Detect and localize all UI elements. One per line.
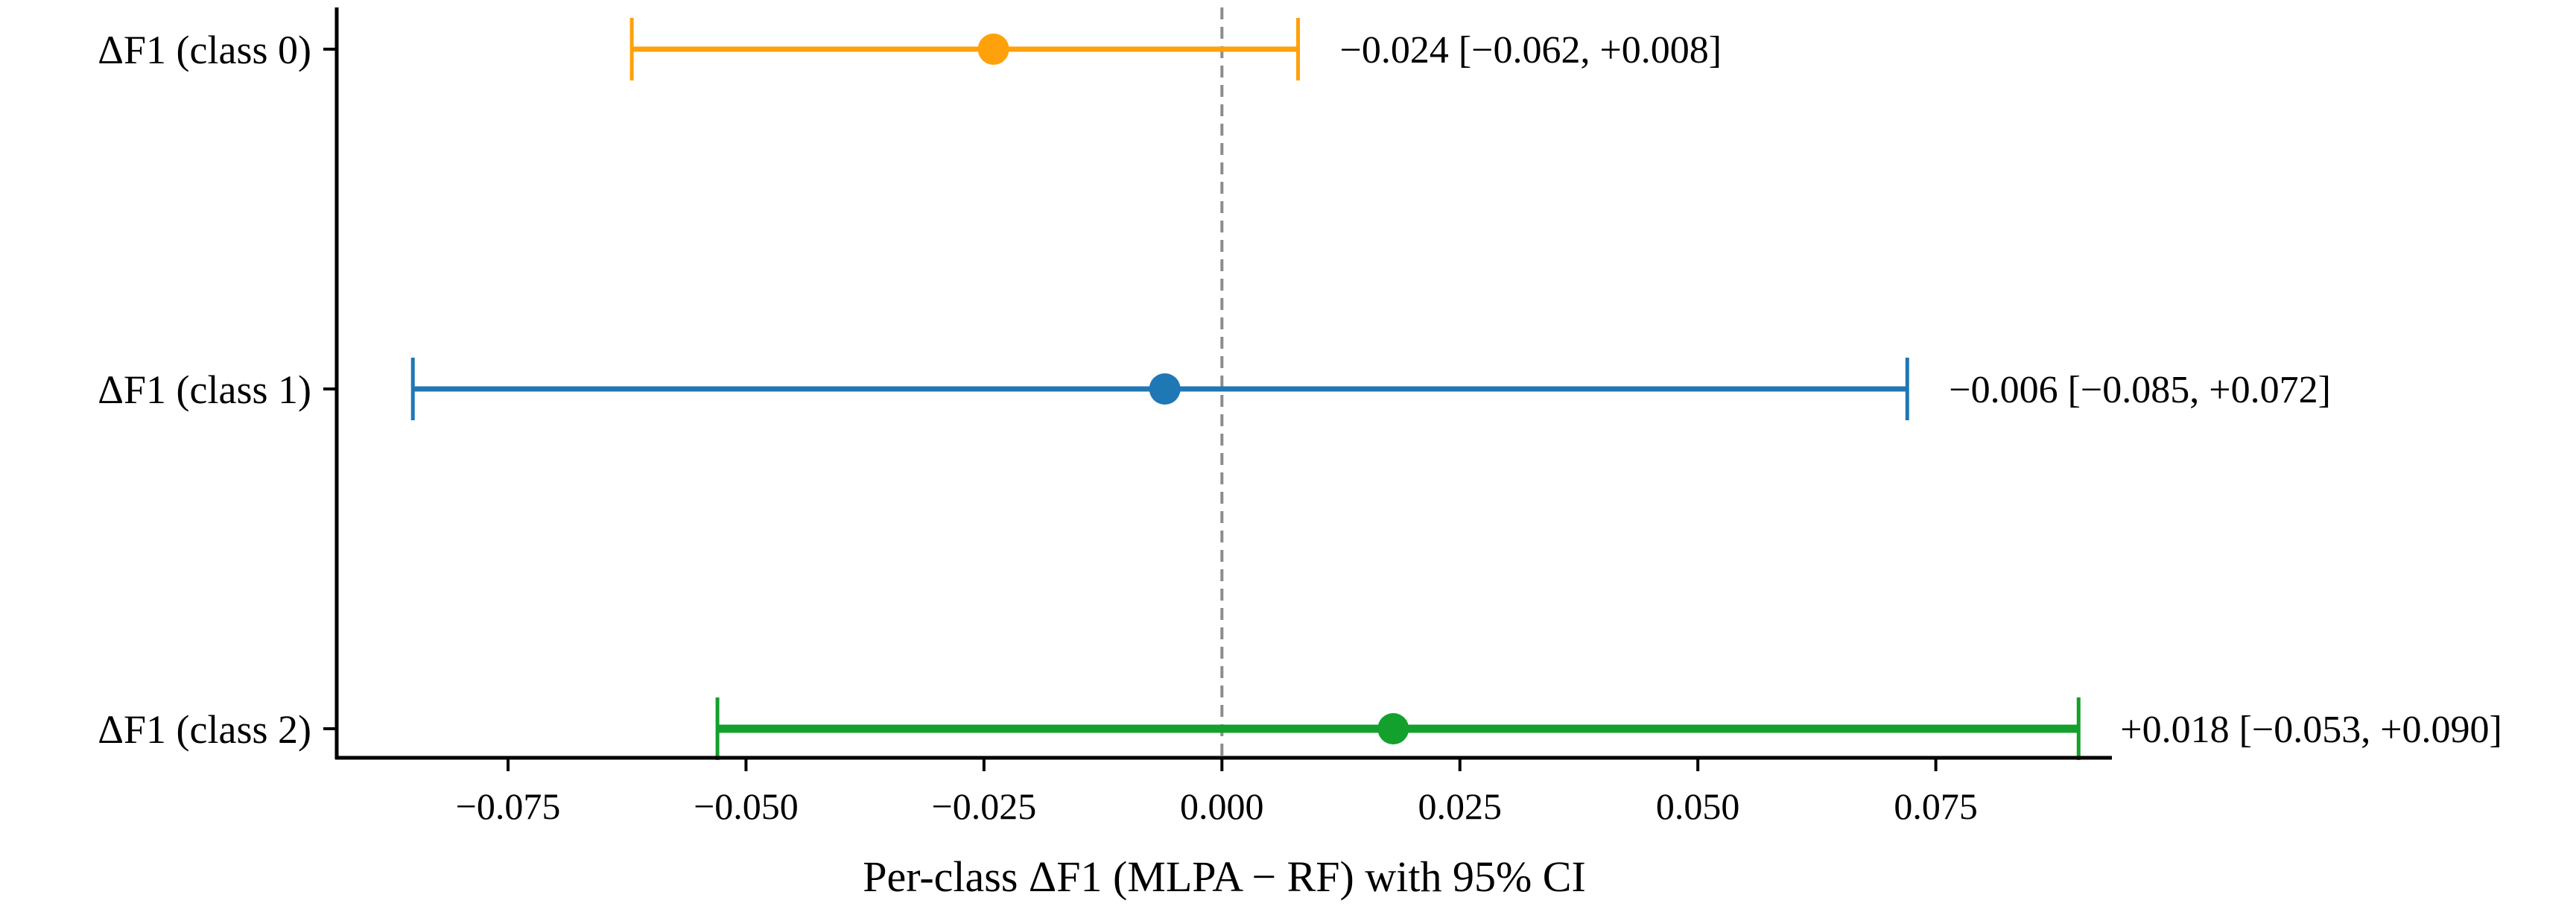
errorbar-layer (413, 18, 2078, 760)
x-tick-label: 0.050 (1656, 785, 1740, 827)
point-estimate (978, 34, 1009, 65)
x-tick-label: 0.075 (1894, 785, 1978, 827)
x-tick-label: −0.025 (932, 785, 1037, 827)
x-axis-title: Per-class ΔF1 (MLPA − RF) with 95% CI (863, 852, 1586, 901)
category-label: ΔF1 (class 1) (98, 367, 311, 412)
point-estimate (1377, 713, 1409, 744)
x-tick-label: −0.050 (694, 785, 799, 827)
x-tick-label: −0.075 (456, 785, 561, 827)
category-label: ΔF1 (class 0) (98, 28, 311, 72)
x-tick-layer: −0.075 −0.050 −0.025 0.000 0.025 0.050 0.075 (456, 758, 1978, 827)
category-label: ΔF1 (class 2) (98, 707, 311, 752)
value-annotation: −0.024 [−0.062, +0.008] (1340, 29, 1722, 72)
point-estimate (1149, 373, 1181, 405)
x-tick-label: 0.025 (1418, 785, 1502, 827)
x-tick-label: 0.000 (1180, 785, 1264, 827)
value-annotation: +0.018 [−0.053, +0.090] (2120, 709, 2502, 751)
axes-layer (335, 7, 2112, 759)
value-annotation: −0.006 [−0.085, +0.072] (1949, 369, 2331, 411)
category-label-layer: ΔF1 (class 0) ΔF1 (class 1) ΔF1 (class 2) (98, 28, 337, 752)
